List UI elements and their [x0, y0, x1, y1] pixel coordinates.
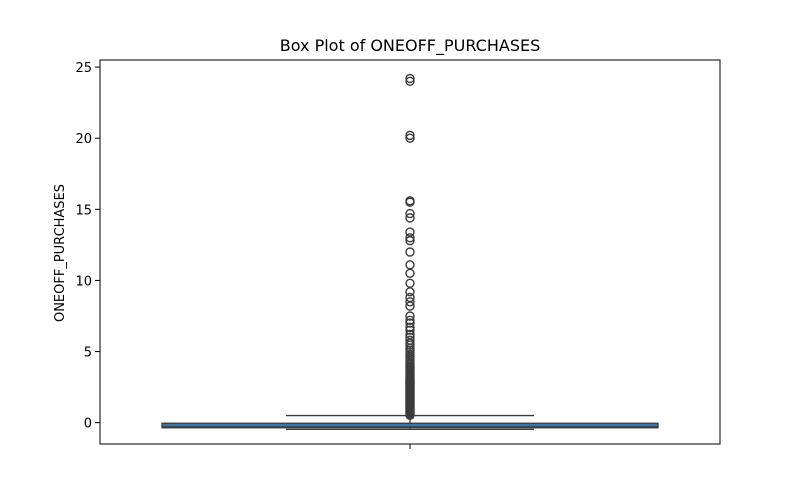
- outlier-point: [405, 318, 415, 328]
- y-tick-label: 20: [75, 132, 92, 147]
- outlier-point: [405, 268, 415, 279]
- y-tick-label: 5: [84, 346, 92, 361]
- outlier-point: [405, 332, 415, 343]
- outlier-point: [405, 233, 415, 243]
- outlier-point: [405, 260, 415, 270]
- outlier-point: [405, 325, 415, 335]
- outlier-point: [405, 196, 415, 206]
- y-tick-label: 15: [75, 203, 92, 218]
- outlier-point: [405, 311, 415, 321]
- outlier-point: [405, 335, 415, 345]
- y-tick-label: 10: [75, 274, 92, 289]
- plot-area: 0 5 10 15 20 25: [75, 59, 721, 449]
- outlier-point: [405, 227, 415, 237]
- iqr-box: [161, 422, 659, 429]
- chart-title: Box Plot of ONEOFF_PURCHASES: [280, 36, 541, 56]
- outlier-point: [405, 287, 415, 297]
- outlier-point: [405, 292, 415, 303]
- y-tick-label: 0: [84, 417, 92, 432]
- y-tick-label: 25: [75, 61, 92, 76]
- outlier-point: [405, 130, 415, 141]
- y-axis-label: ONEOFF_PURCHASES: [53, 184, 68, 322]
- outlier-point: [405, 297, 415, 307]
- outlier-point: [405, 208, 415, 219]
- outlier-point: [405, 133, 415, 143]
- outlier-point: [405, 76, 415, 87]
- outlier-point: [405, 247, 415, 257]
- outlier-point: [405, 322, 415, 333]
- outlier-point: [405, 213, 415, 223]
- outlier-point: [405, 278, 415, 288]
- outlier-point: [405, 329, 415, 340]
- outlier-point: [405, 315, 415, 325]
- outlier-point: [405, 73, 415, 84]
